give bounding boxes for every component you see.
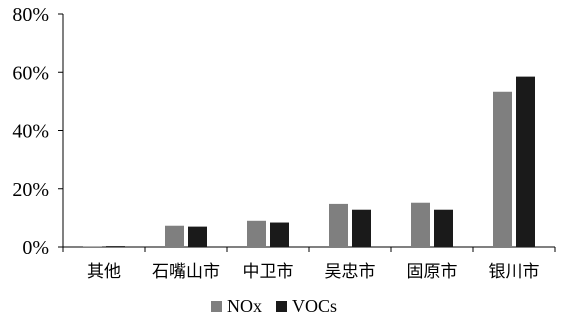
- x-axis: 其他 石嘴山市 中卫市 吴忠市 固原市 银川市: [62, 246, 556, 282]
- y-tick-label: 80%: [12, 4, 49, 26]
- y-tick-label: 0%: [22, 237, 49, 259]
- legend-label-nox: NOx: [227, 296, 262, 316]
- bar-nox-0: [83, 246, 102, 247]
- y-tick-label: 60%: [12, 62, 49, 84]
- y-axis: 0% 20% 40% 60% 80%: [12, 4, 64, 259]
- legend-swatch-vocs: [276, 301, 287, 312]
- legend-label-vocs: VOCs: [292, 296, 337, 316]
- bar-nox-4: [411, 202, 430, 247]
- bar-vocs-4: [434, 209, 453, 247]
- legend: NOx VOCs: [211, 296, 337, 316]
- bar-vocs-0: [106, 246, 125, 247]
- x-tick-label: 其他: [87, 262, 121, 282]
- bars: [83, 76, 535, 248]
- y-tick-label: 20%: [12, 179, 49, 201]
- x-tick-label: 石嘴山市: [152, 262, 220, 282]
- bar-nox-2: [247, 220, 266, 247]
- bar-vocs-2: [270, 222, 289, 247]
- bar-nox-1: [165, 225, 184, 247]
- x-tick-label: 固原市: [407, 262, 458, 282]
- bar-vocs-5: [516, 76, 535, 248]
- x-tick-label: 中卫市: [243, 262, 294, 282]
- x-tick-label: 吴忠市: [325, 262, 376, 282]
- bar-nox-3: [329, 203, 348, 247]
- bar-nox-5: [493, 91, 512, 247]
- legend-swatch-nox: [211, 301, 222, 312]
- bar-vocs-1: [188, 226, 207, 247]
- y-tick-label: 40%: [12, 121, 49, 143]
- bar-vocs-3: [352, 209, 371, 247]
- x-tick-label: 银川市: [489, 262, 540, 282]
